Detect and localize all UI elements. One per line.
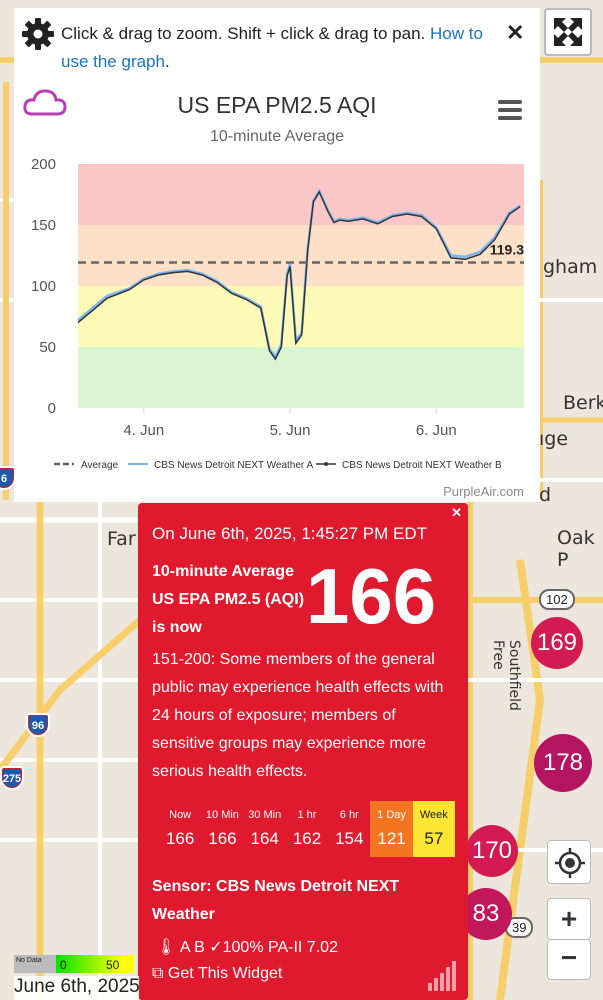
chart-subtitle: 10-minute Average [209,128,344,145]
legend-nodata: No Data [16,957,42,964]
aqi-scale-legend: No Data 0 50 [14,955,134,973]
y-tick-label: 0 [48,400,56,417]
interstate-shield: 275 [0,766,24,790]
x-tick-label: 4. Jun [123,422,164,439]
history-cell: Week 57 [412,801,455,857]
aqi-band [78,164,524,225]
history-cell: 30 Min 164 [243,801,286,857]
menu-icon[interactable] [498,100,522,120]
legend-fifty: 50 [106,958,120,972]
popup-date: On June 6th, 2025, 1:45:27 PM EDT [152,524,427,543]
zoom-in-button[interactable]: + [547,898,591,940]
sensor-aqi-marker[interactable]: 83 [460,888,512,940]
history-label: 6 hr [339,809,359,821]
y-tick-label: 200 [31,156,56,173]
history-label: Week [419,809,448,821]
history-cell: 1 hr 162 [285,801,329,857]
legend-series-b-label: CBS News Detroit NEXT Weather B [342,460,502,471]
zoom-out-button[interactable]: − [547,940,591,980]
legend-average-label: Average [81,460,119,471]
map-place-label: ıge [539,428,569,450]
graph-instructions-bar: Click & drag to zoom. Shift + click & dr… [14,8,540,82]
signal-strength-icon [428,961,456,991]
history-label: 1 Day [377,809,406,821]
map-place-label: Oak P [557,527,595,571]
history-table: Now 166 10 Min 166 30 Min 164 1 hr 162 6 hr 154 1 … [159,801,455,857]
sensor-aqi-marker[interactable]: 170 [466,825,518,877]
road-shield: 102 [539,589,575,610]
chart-title: US EPA PM2.5 AQI [177,92,377,118]
aqi-band [78,286,524,347]
popup-aqi-value: 166 [306,552,437,640]
series-line-b [77,190,521,361]
thermometer-icon: 🌡 [156,939,177,956]
how-to-use-link[interactable]: How to use the graph [61,24,483,71]
history-value: 164 [250,829,279,848]
history-label: 30 Min [248,809,282,821]
x-tick-label: 6. Jun [416,422,457,439]
popup-metric-label: 10-minute Average US EPA PM2.5 (AQI) is … [152,563,305,636]
history-value: 121 [377,829,406,848]
expand-icon [554,18,582,46]
history-value: 162 [292,829,322,848]
aqi-band [78,347,524,408]
close-icon[interactable]: ✕ [506,20,525,45]
map-place-label: d [539,484,552,506]
sensor-info-text: A B ✓100% PA-II 7.02 [179,939,338,956]
interstate-shield: 96 [26,713,50,737]
history-value: 166 [165,829,195,848]
cloud-icon[interactable] [22,86,68,120]
history-cell: 1 Day 121 [370,801,413,857]
instructions-text: Click & drag to zoom. Shift + click & dr… [61,20,501,76]
history-cell: Now 166 [159,801,202,857]
history-label: Now [169,809,192,821]
sensor-name: Sensor: CBS News Detroit NEXT Weather [152,878,400,923]
get-widget-link[interactable]: ⧉ Get This Widget [152,965,282,983]
locate-button[interactable] [547,840,591,884]
sensor-aqi-marker[interactable]: 169 [531,617,583,669]
date-footer: June 6th, 2025 [14,976,139,1000]
y-tick-label: 50 [39,339,56,356]
target-icon [555,848,585,878]
average-label: 119.3 [490,241,524,257]
aqi-line-chart[interactable]: 0 50 100 150 200 4. Jun 5. Jun 6. Jun 119.3 Av… [14,82,540,502]
get-widget-label: Get This Widget [167,965,283,982]
widget-icon: ⧉ [152,965,164,982]
purpleair-credit[interactable]: PurpleAir.com [443,484,524,499]
y-tick-label: 100 [31,278,56,295]
map-place-label: Far [107,528,136,550]
map-place-label: Berk [563,392,603,414]
instructions-main-text: Click & drag to zoom. Shift + click & dr… [61,24,426,43]
fullscreen-button[interactable] [544,8,592,56]
gear-icon[interactable] [20,16,56,52]
history-label: 10 Min [205,809,239,821]
sensor-popup: ✕ On June 6th, 2025, 1:45:27 PM EDT 10-m… [138,503,468,1000]
history-value: 154 [335,829,364,848]
sensor-info: 🌡 A B ✓100% PA-II 7.02 [156,937,338,957]
road-label-southfield: Southfield Free [490,640,522,711]
chart-panel[interactable]: US EPA PM2.5 AQI 10-minute Average 0 50 10… [14,82,540,502]
history-label: 1 hr [297,809,317,821]
legend-series-b-marker [324,462,328,466]
history-cell: 10 Min 166 [201,801,244,857]
history-value: 57 [424,829,444,848]
legend-series-a-label: CBS News Detroit NEXT Weather A [154,460,313,471]
history-value: 166 [208,829,237,848]
close-icon[interactable]: ✕ [451,505,462,520]
y-tick-label: 150 [31,217,56,234]
x-tick-label: 5. Jun [270,422,311,439]
legend-zero: 0 [60,958,67,972]
instructions-period: . [164,52,170,71]
sensor-aqi-marker[interactable]: 178 [534,734,592,792]
history-cell: 6 hr 154 [328,801,371,857]
map-place-label: gham [543,256,598,278]
popup-description: 151-200: Some members of the general pub… [152,651,444,780]
